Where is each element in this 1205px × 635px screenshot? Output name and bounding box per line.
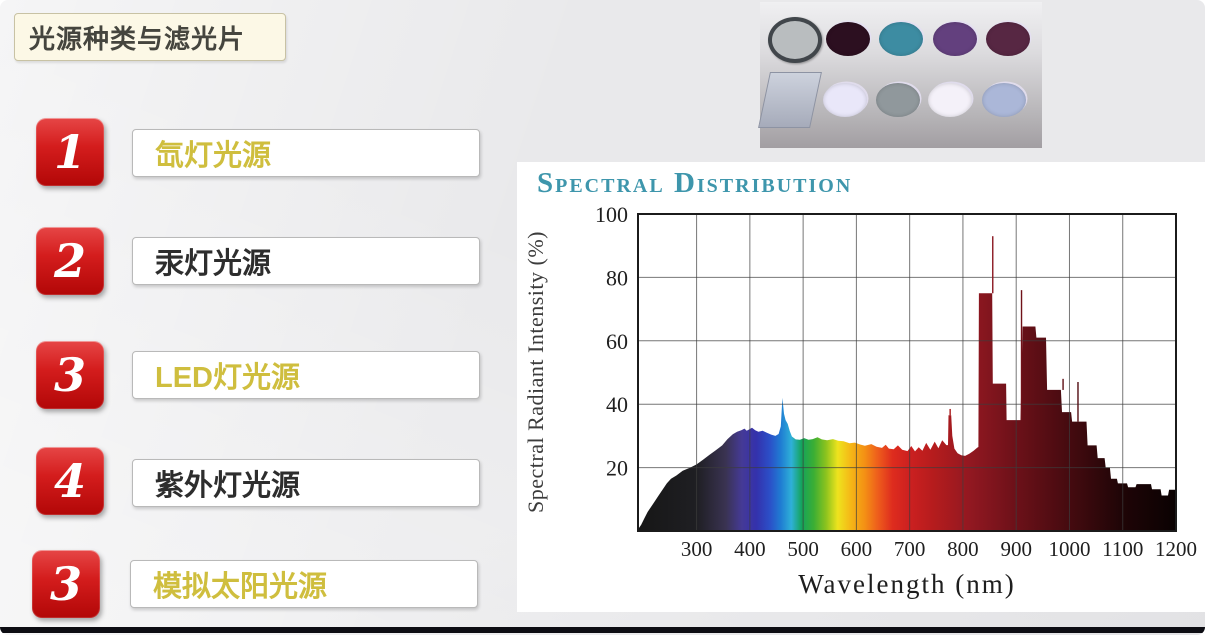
- x-tick-label: 1100: [1102, 537, 1143, 561]
- spectrum-area: [638, 293, 1176, 531]
- item-number-5: 3: [49, 557, 82, 611]
- item-label-box-4: 紫外灯光源: [132, 459, 480, 507]
- x-tick-label: 900: [1000, 537, 1031, 561]
- item-number-badge-2: 2: [36, 227, 104, 295]
- item-label-box-5: 模拟太阳光源: [130, 560, 478, 608]
- spectral-chart-panel: Spectral Distribution Spectral Radiant I…: [517, 162, 1205, 612]
- filter-disc-white: [928, 83, 972, 117]
- x-tick-label: 500: [787, 537, 819, 561]
- x-tick-label: 400: [734, 537, 766, 561]
- item-number-2: 2: [53, 234, 86, 288]
- item-label-box-2: 汞灯光源: [132, 237, 480, 285]
- filter-samples-image: [758, 2, 1042, 148]
- x-tick-label: 600: [841, 537, 873, 561]
- x-tick-label: 800: [947, 537, 979, 561]
- slide-title: 光源种类与滤光片: [29, 23, 246, 54]
- item-label-box-1: 氙灯光源: [132, 129, 480, 177]
- item-label-5: 模拟太阳光源: [153, 571, 328, 603]
- filter-disc-teal: [879, 22, 923, 56]
- filter-disc-plum: [986, 22, 1030, 56]
- item-label-2: 汞灯光源: [155, 248, 272, 280]
- x-tick-label: 300: [681, 537, 713, 561]
- item-label-1: 氙灯光源: [155, 140, 272, 172]
- item-label-3: LED灯光源: [155, 362, 301, 394]
- filter-disc-purple: [933, 22, 977, 56]
- x-tick-label: 700: [894, 537, 926, 561]
- filter-disc-periwinkle: [982, 83, 1026, 117]
- item-label-4: 紫外灯光源: [155, 470, 301, 502]
- x-tick-label: 1200: [1155, 537, 1197, 561]
- filter-disc-dark-maroon: [826, 22, 870, 56]
- item-number-badge-4: 4: [36, 447, 104, 515]
- bottom-accent-bar: [0, 627, 1205, 633]
- plot-border: [637, 213, 1177, 532]
- item-number-4: 4: [53, 454, 86, 508]
- y-tick-label: 80: [606, 265, 628, 290]
- item-number-badge-3: 3: [36, 341, 104, 409]
- item-number-3: 3: [53, 348, 86, 402]
- item-number-badge-1: 1: [36, 118, 104, 186]
- chart-title: Spectral Distribution: [537, 167, 853, 199]
- filter-disc-lavender: [823, 83, 867, 117]
- slide-title-box: 光源种类与滤光片: [14, 13, 286, 61]
- filter-disc-gray: [876, 83, 920, 117]
- y-tick-label: 20: [606, 456, 628, 481]
- filter-lens-gray: [768, 17, 822, 63]
- spectral-chart-svg: 300 400 500 600 700 800 900 1000 1100 1200 20 40 60 8…: [595, 202, 1197, 561]
- item-number-badge-5: 3: [32, 550, 100, 618]
- x-tick-label: 1000: [1048, 537, 1090, 561]
- y-tick-label: 60: [606, 329, 628, 354]
- y-tick-label: 100: [595, 202, 628, 227]
- item-label-box-3: LED灯光源: [132, 351, 480, 399]
- x-axis-label: Wavelength (nm): [798, 569, 1016, 599]
- filter-square-glass: [758, 72, 822, 128]
- y-tick-label: 40: [606, 392, 628, 417]
- item-number-1: 1: [53, 125, 86, 179]
